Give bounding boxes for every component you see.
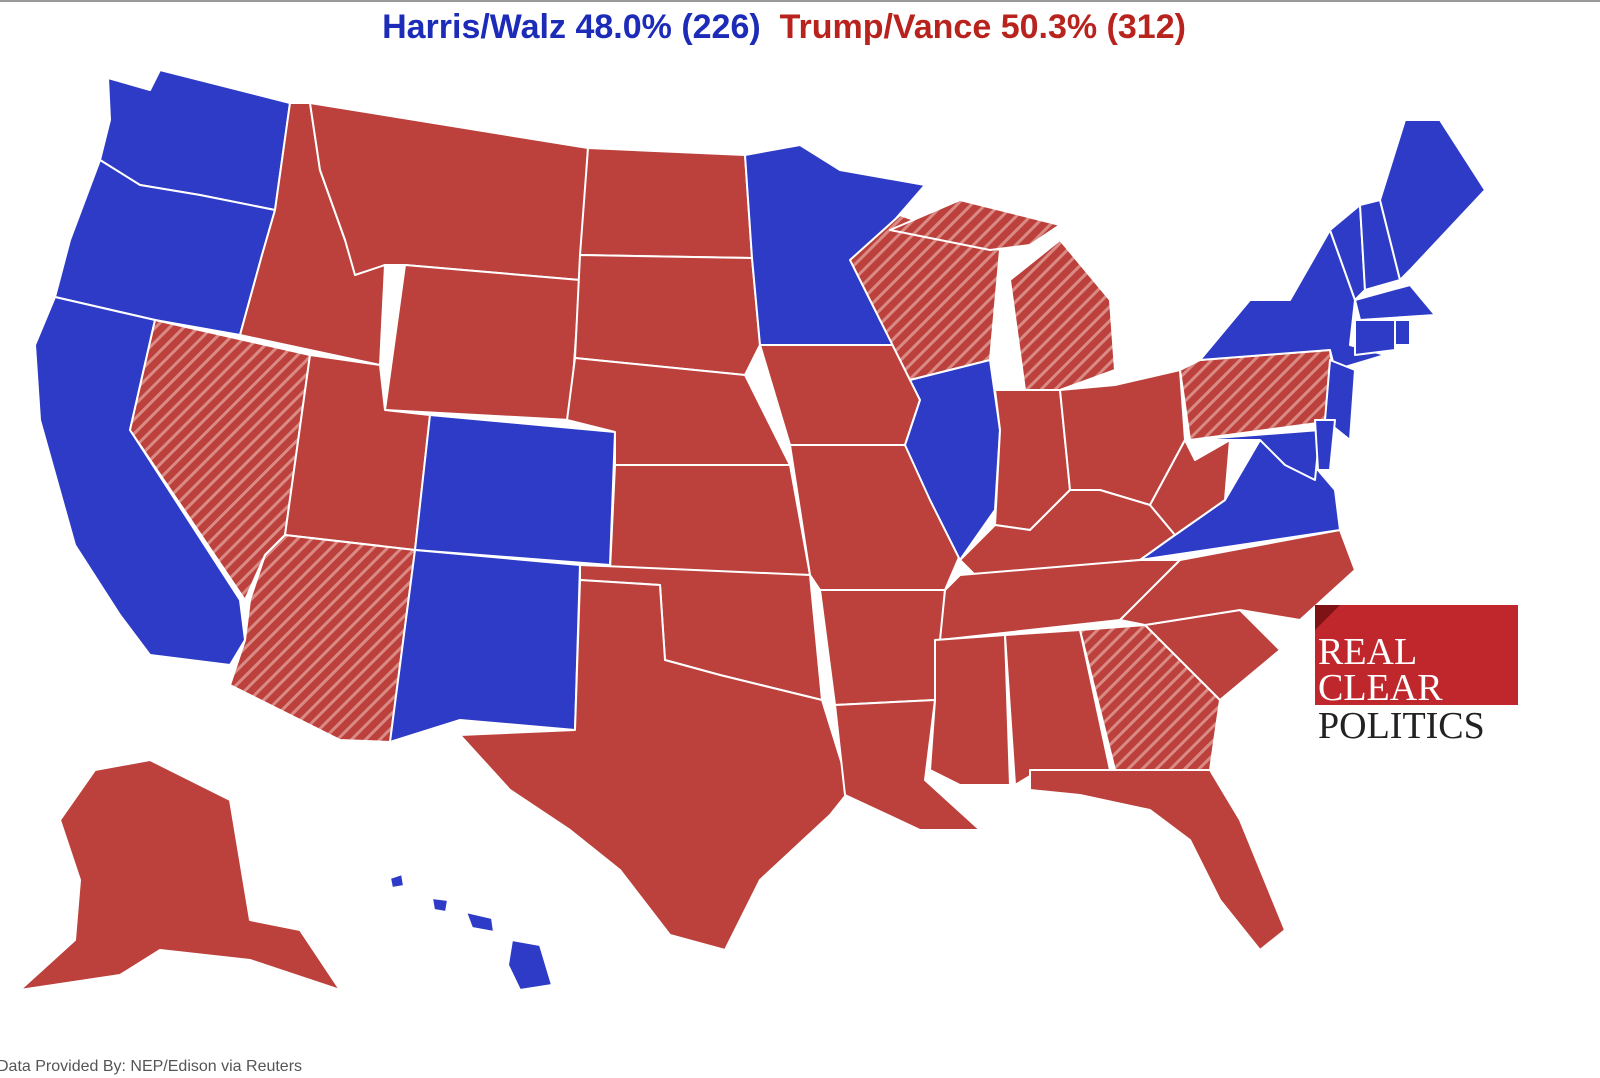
state-mi-lower — [1009, 239, 1116, 391]
state-mt — [309, 102, 589, 281]
state-hi-big — [507, 939, 553, 991]
state-tx — [459, 579, 851, 951]
trump-name: Trump/Vance — [779, 8, 992, 46]
top-rule — [0, 0, 1600, 2]
trump-share: 50.3% — [1000, 8, 1098, 46]
results-header: Harris/Walz 48.0% (226) Trump/Vance 50.3… — [0, 8, 1568, 47]
state-ga — [1079, 624, 1221, 771]
state-ar — [819, 589, 946, 706]
trump-electoral: (312) — [1106, 8, 1186, 46]
logo-line: CLEAR — [1318, 667, 1443, 709]
state-ia — [759, 344, 921, 446]
harris-electoral: (226) — [681, 8, 761, 46]
state-fl — [1029, 769, 1286, 951]
state-ri — [1394, 319, 1411, 346]
harris-share: 48.0% — [575, 8, 672, 46]
state-ms — [929, 634, 1011, 786]
state-de — [1314, 419, 1336, 471]
logo-line: REAL — [1318, 631, 1417, 673]
state-co — [414, 414, 616, 566]
state-nm — [389, 549, 581, 743]
state-ks — [609, 464, 811, 576]
state-hi-maui — [465, 911, 495, 933]
state-nd — [579, 147, 753, 259]
state-hi-oahu — [431, 897, 449, 913]
state-mi-upper — [889, 199, 1061, 251]
state-nc — [1119, 529, 1356, 626]
state-me — [1379, 119, 1486, 281]
logo: REAL CLEAR POLITICS — [1315, 605, 1518, 747]
state-ct — [1354, 319, 1396, 356]
state-ak — [19, 759, 341, 991]
logo-fold — [1315, 605, 1340, 630]
state-hi-kauai — [389, 873, 405, 889]
source-note: Data Provided By: NEP/Edison via Reuters — [0, 1058, 303, 1075]
harris-name: Harris/Walz — [382, 8, 566, 46]
state-wy — [384, 264, 581, 421]
state-sd — [574, 254, 761, 376]
logo-line: POLITICS — [1318, 705, 1485, 747]
states — [19, 69, 1486, 991]
state-ma — [1354, 284, 1436, 321]
logo-box — [1315, 605, 1518, 705]
